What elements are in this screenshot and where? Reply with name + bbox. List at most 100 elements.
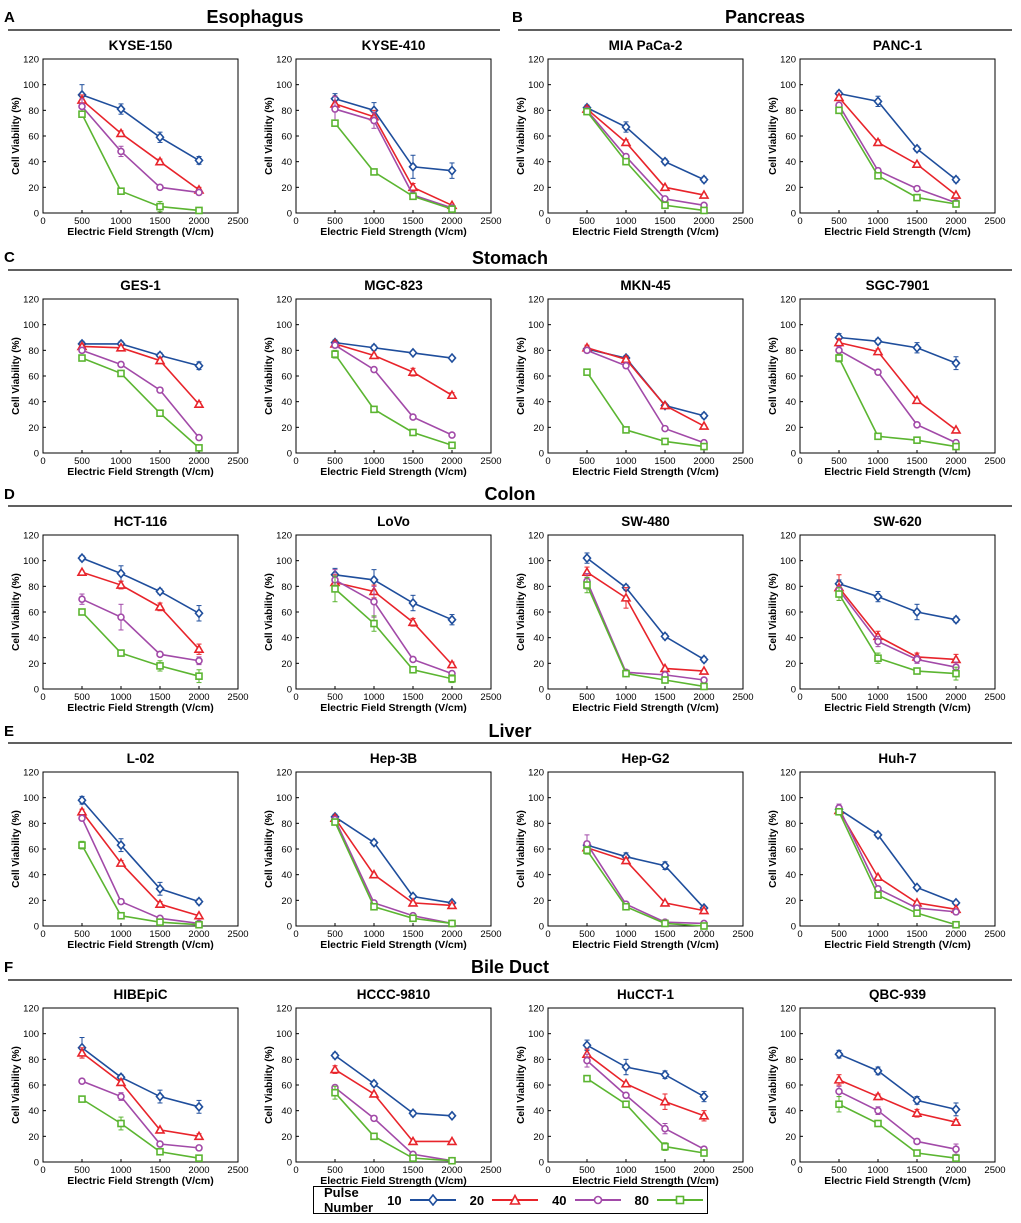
series-line <box>586 584 705 688</box>
marker-square <box>952 442 960 451</box>
marker-triangle <box>407 366 419 376</box>
x-axis-label: Electric Field Strength (V/cm) <box>67 466 213 478</box>
marker-circle <box>78 1077 86 1085</box>
section-title: Pancreas <box>725 7 805 27</box>
chart-panel: GES-1 0 20 40 60 80 100 120 0 500 1000 1500 2000 2500… <box>11 278 249 478</box>
series-line <box>334 817 453 907</box>
marker-square <box>331 585 339 593</box>
x-tick-label: 500 <box>831 692 847 703</box>
x-tick-label: 0 <box>293 456 298 467</box>
marker-square <box>195 672 203 680</box>
marker-circle <box>370 365 378 374</box>
marker-triangle <box>154 1124 166 1134</box>
y-tick-label: 60 <box>785 372 796 383</box>
chart-title: HCT-116 <box>114 514 168 529</box>
marker-circle <box>195 1144 203 1152</box>
x-tick-label: 0 <box>40 456 45 467</box>
x-tick-label: 2500 <box>984 456 1005 467</box>
y-tick-label: 60 <box>533 845 544 856</box>
series-20 <box>581 1048 710 1122</box>
marker-circle <box>195 188 203 197</box>
series-line <box>81 557 200 614</box>
marker-circle <box>913 420 921 429</box>
marker-diamond <box>912 882 922 893</box>
series-line <box>334 579 453 675</box>
y-tick-label: 100 <box>780 80 796 91</box>
chart-panel: LoVo 0 20 40 60 80 100 120 0 500 1000 1500 2000 2500 E… <box>264 514 502 714</box>
marker-square <box>835 590 843 598</box>
x-tick-label: 1000 <box>615 929 636 940</box>
section-letter: A <box>4 9 15 26</box>
series-80 <box>583 1074 708 1157</box>
marker-diamond <box>116 839 126 851</box>
x-tick-label: 2000 <box>441 692 462 703</box>
x-tick-label: 1500 <box>654 692 675 703</box>
marker-diamond <box>951 1104 961 1115</box>
chart-panel: KYSE-150 0 20 40 60 80 100 120 0 500 1000 1500 2000 2… <box>11 38 249 238</box>
section-header-e: E Liver <box>4 721 1012 744</box>
series-line <box>334 1068 452 1143</box>
x-tick-label: 1000 <box>867 1165 888 1176</box>
marker-square <box>835 1100 843 1109</box>
x-axis-label: Electric Field Strength (V/cm) <box>67 939 213 951</box>
y-tick-label: 60 <box>281 608 292 619</box>
chart-title: MIA PaCa-2 <box>609 38 683 53</box>
y-tick-label: 120 <box>528 768 544 779</box>
series-line <box>334 816 453 904</box>
series-10 <box>77 1037 204 1114</box>
marker-diamond <box>873 1065 883 1077</box>
y-tick-label: 0 <box>539 449 544 460</box>
y-axis-label: Cell Viability (%) <box>768 810 779 888</box>
y-axis-label: Cell Viability (%) <box>264 337 275 415</box>
y-tick-label: 20 <box>28 183 39 194</box>
marker-diamond <box>155 132 165 143</box>
y-tick-label: 100 <box>780 556 796 567</box>
legend-label: 80 <box>634 1192 649 1208</box>
marker-diamond <box>194 1101 204 1113</box>
y-tick-label: 100 <box>276 1029 292 1040</box>
series-line <box>838 587 957 661</box>
y-tick-label: 80 <box>785 346 796 357</box>
y-tick-label: 40 <box>785 1106 796 1117</box>
marker-square <box>195 444 203 452</box>
x-tick-label: 2500 <box>480 692 501 703</box>
series-80 <box>331 119 456 213</box>
series-line <box>838 810 957 911</box>
marker-square <box>409 192 417 201</box>
marker-square <box>835 106 843 115</box>
series-40 <box>331 1083 456 1165</box>
y-tick-label: 100 <box>23 1029 39 1040</box>
marker-diamond <box>699 410 709 421</box>
series-10 <box>330 93 457 179</box>
y-tick-label: 120 <box>528 1004 544 1015</box>
series-20 <box>329 1063 458 1146</box>
x-tick-label: 500 <box>327 929 343 940</box>
chart-panel: HCCC-9810 0 20 40 60 80 100 120 0 500 1000 1500 2000… <box>264 987 502 1187</box>
marker-diamond <box>660 156 670 167</box>
y-tick-label: 60 <box>28 132 39 143</box>
section-letter: B <box>512 9 523 26</box>
plot-frame <box>799 58 996 214</box>
marker-diamond <box>912 342 922 353</box>
marker-triangle <box>911 394 923 405</box>
series-20 <box>833 1074 962 1127</box>
x-axis-label: Electric Field Strength (V/cm) <box>824 226 970 238</box>
x-tick-label: 2000 <box>441 929 462 940</box>
chart-title: HuCCT-1 <box>617 987 674 1002</box>
x-tick-label: 2000 <box>441 456 462 467</box>
x-tick-label: 1500 <box>906 456 927 467</box>
marker-diamond <box>699 174 709 185</box>
plot-frame <box>547 298 744 454</box>
series-20 <box>581 103 710 199</box>
chart-panel: HIBEpiC 0 20 40 60 80 100 120 0 500 1000 1500 2000 25… <box>11 987 249 1187</box>
series-80 <box>78 1095 203 1162</box>
marker-diamond <box>116 568 126 579</box>
x-tick-label: 500 <box>327 692 343 703</box>
series-80 <box>331 818 456 928</box>
marker-circle <box>409 413 417 421</box>
x-tick-label: 2000 <box>188 216 209 227</box>
x-tick-label: 2500 <box>227 456 248 467</box>
marker-square <box>370 168 378 176</box>
x-tick-label: 2500 <box>984 692 1005 703</box>
y-tick-label: 100 <box>23 556 39 567</box>
